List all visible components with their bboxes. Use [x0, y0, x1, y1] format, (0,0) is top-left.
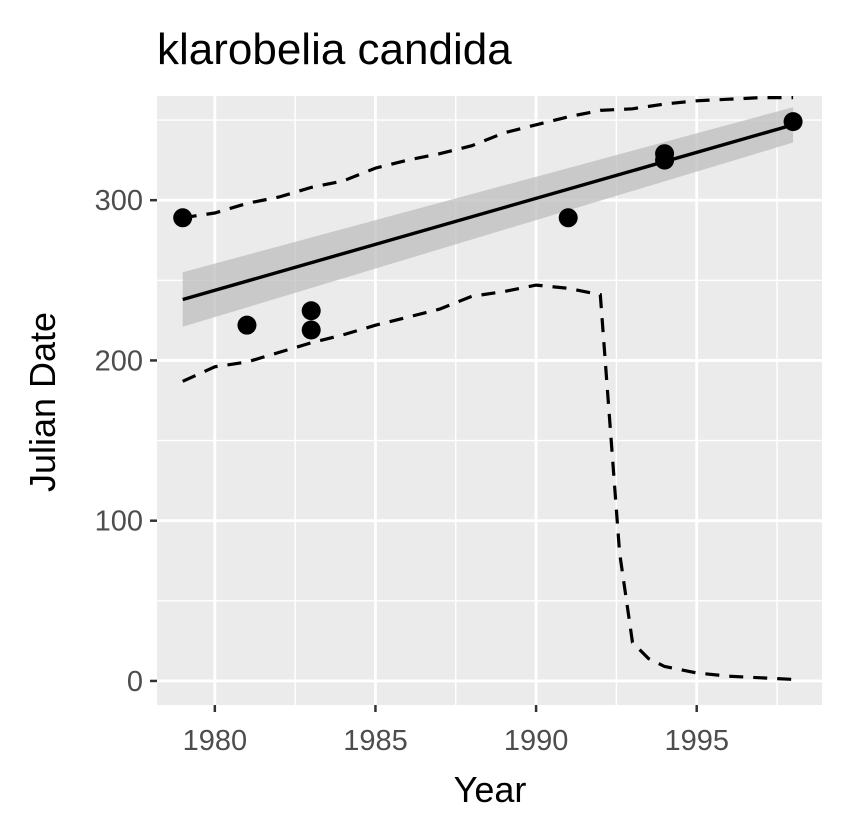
data-point	[783, 112, 803, 132]
y-tick-label: 300	[95, 185, 143, 217]
data-point	[301, 301, 321, 321]
x-tick-label: 1990	[504, 725, 569, 757]
data-point	[173, 208, 193, 228]
lower-quantile-line	[182, 283, 794, 681]
data-points	[173, 112, 803, 340]
y-tick-label: 100	[95, 506, 143, 538]
axis-ticks: 1980 1985 1990 1995 0 100 200 300	[95, 185, 729, 757]
y-tick-label: 200	[95, 345, 143, 377]
x-tick-label: 1985	[343, 725, 408, 757]
data-point	[655, 150, 675, 170]
x-tick-label: 1995	[664, 725, 729, 757]
data-point	[301, 320, 321, 340]
y-tick-label: 0	[127, 666, 143, 698]
confidence-ribbon	[182, 107, 794, 327]
x-tick-label: 1980	[183, 725, 248, 757]
upper-quantile-line	[182, 96, 794, 220]
plot-panel	[157, 96, 822, 705]
chart-title: klarobelia candida	[157, 25, 512, 74]
x-axis-title: Year	[454, 769, 527, 810]
data-point	[558, 208, 578, 228]
data-point	[237, 315, 257, 335]
y-axis-title: Julian Date	[22, 312, 63, 492]
fit-line	[182, 123, 794, 302]
